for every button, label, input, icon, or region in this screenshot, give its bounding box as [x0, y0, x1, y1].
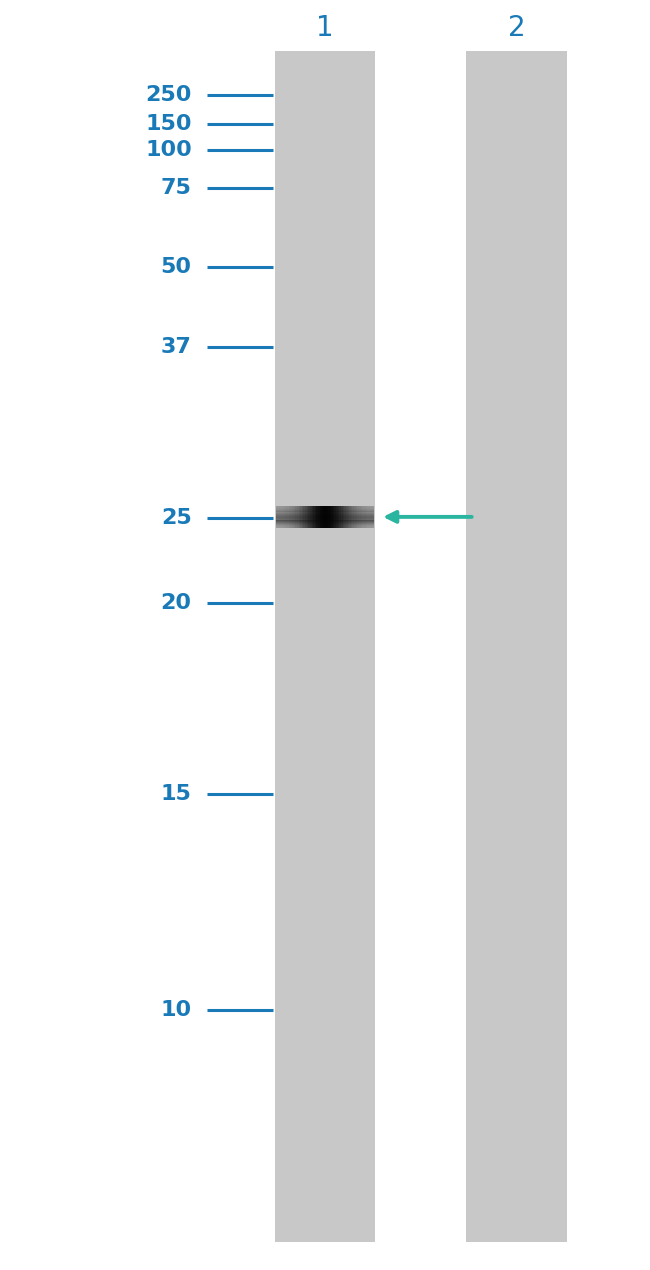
Bar: [320, 507, 322, 528]
Text: 10: 10: [161, 999, 192, 1020]
Bar: [276, 521, 374, 523]
Bar: [276, 509, 374, 511]
Bar: [315, 507, 317, 528]
Bar: [358, 507, 359, 528]
Bar: [276, 507, 278, 528]
Bar: [295, 507, 298, 528]
Bar: [276, 507, 374, 508]
Bar: [298, 507, 301, 528]
Bar: [292, 507, 294, 528]
Bar: [328, 507, 330, 528]
Bar: [354, 507, 356, 528]
Text: 150: 150: [145, 114, 192, 135]
Text: 250: 250: [146, 85, 192, 105]
Bar: [276, 519, 374, 521]
Bar: [276, 526, 374, 527]
Bar: [276, 513, 374, 514]
Bar: [323, 507, 325, 528]
Bar: [362, 507, 365, 528]
Bar: [276, 523, 374, 525]
Bar: [349, 507, 352, 528]
Bar: [276, 522, 374, 523]
Bar: [294, 507, 296, 528]
Bar: [344, 507, 346, 528]
Text: 75: 75: [161, 178, 192, 198]
Bar: [369, 507, 371, 528]
Bar: [304, 507, 306, 528]
Bar: [276, 527, 374, 528]
Bar: [276, 513, 374, 516]
Bar: [336, 507, 339, 528]
Bar: [356, 507, 358, 528]
Bar: [351, 507, 353, 528]
Text: 100: 100: [145, 140, 192, 160]
Bar: [300, 507, 302, 528]
Bar: [285, 507, 288, 528]
Bar: [348, 507, 350, 528]
Bar: [276, 516, 374, 517]
Bar: [276, 521, 374, 522]
Text: 20: 20: [161, 593, 192, 613]
Bar: [467, 51, 567, 1242]
Bar: [307, 507, 309, 528]
Bar: [276, 525, 374, 526]
Bar: [332, 507, 333, 528]
Bar: [326, 507, 329, 528]
Bar: [335, 507, 337, 528]
Bar: [346, 507, 348, 528]
Bar: [278, 507, 280, 528]
Text: 37: 37: [161, 337, 192, 357]
Bar: [310, 507, 312, 528]
Bar: [333, 507, 335, 528]
Bar: [282, 507, 285, 528]
Bar: [365, 507, 368, 528]
Bar: [279, 507, 281, 528]
Bar: [364, 507, 366, 528]
Bar: [276, 508, 374, 509]
Bar: [276, 518, 374, 519]
Bar: [317, 507, 318, 528]
Bar: [321, 507, 324, 528]
Bar: [324, 507, 327, 528]
Bar: [339, 507, 342, 528]
Bar: [338, 507, 340, 528]
Bar: [311, 507, 314, 528]
Bar: [274, 51, 376, 1242]
Bar: [352, 507, 355, 528]
Bar: [318, 507, 320, 528]
Bar: [308, 507, 311, 528]
Text: 15: 15: [161, 784, 192, 804]
Text: 1: 1: [316, 14, 334, 42]
Bar: [284, 507, 286, 528]
Bar: [287, 507, 289, 528]
Bar: [370, 507, 372, 528]
Text: 25: 25: [161, 508, 192, 528]
Text: 2: 2: [508, 14, 526, 42]
Bar: [343, 507, 345, 528]
Bar: [359, 507, 361, 528]
Bar: [361, 507, 363, 528]
Bar: [276, 507, 374, 508]
Bar: [302, 507, 304, 528]
Bar: [276, 511, 374, 512]
Bar: [276, 512, 374, 513]
Bar: [367, 507, 369, 528]
Bar: [372, 507, 374, 528]
Bar: [305, 507, 307, 528]
Bar: [276, 517, 374, 518]
Bar: [330, 507, 332, 528]
Bar: [291, 507, 292, 528]
Text: 50: 50: [161, 257, 192, 277]
Bar: [289, 507, 291, 528]
Bar: [281, 507, 283, 528]
Bar: [276, 514, 374, 516]
Bar: [341, 507, 343, 528]
Bar: [313, 507, 315, 528]
Bar: [297, 507, 299, 528]
